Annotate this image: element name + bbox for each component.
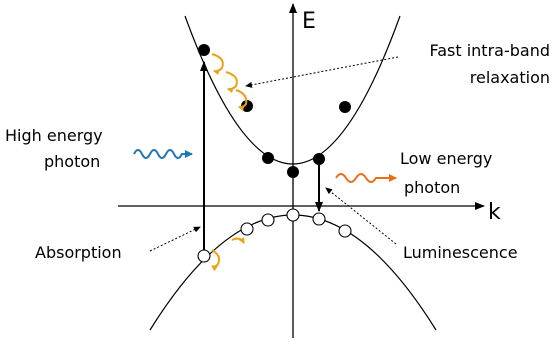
valence-holes: [197, 208, 352, 263]
curl-arrow: [225, 71, 238, 94]
curl-arrow: [235, 89, 248, 112]
relaxation-arrows: [211, 53, 248, 272]
absorption-label: Absorption: [35, 243, 122, 262]
electron: [287, 166, 299, 178]
electron: [339, 101, 351, 113]
low-energy-label-2: photon: [404, 178, 460, 197]
hole: [312, 212, 326, 226]
hole: [338, 224, 352, 238]
momentum-axis-label: k: [488, 200, 501, 225]
curl-arrow: [211, 53, 224, 76]
energy-axis-label: E: [302, 9, 316, 34]
hole: [286, 208, 300, 222]
luminescence-label: Luminescence: [403, 243, 518, 262]
high-energy-label-1: High energy: [5, 126, 103, 145]
conduction-band-curve: [184, 15, 401, 165]
luminescence-pointer: [325, 187, 397, 245]
hole: [197, 249, 211, 263]
absorption-pointer: [149, 226, 201, 252]
electron: [198, 44, 210, 56]
curl-arrow: [211, 249, 221, 272]
fast-relaxation-label-2: relaxation: [470, 68, 550, 87]
low-energy-label-1: Low energy: [400, 149, 492, 168]
electron: [262, 152, 274, 164]
hole: [261, 213, 275, 227]
curl-arrow: [231, 237, 245, 244]
high-energy-label-2: photon: [44, 152, 100, 171]
conduction-electrons: [198, 44, 351, 178]
low-energy-photon-wave: [335, 173, 397, 183]
high-energy-photon-wave: [133, 149, 193, 159]
fast-relaxation-label-1: Fast intra-band: [429, 41, 550, 60]
electron: [313, 153, 325, 165]
hole: [240, 222, 254, 236]
fast-relaxation-pointer: [245, 56, 399, 88]
